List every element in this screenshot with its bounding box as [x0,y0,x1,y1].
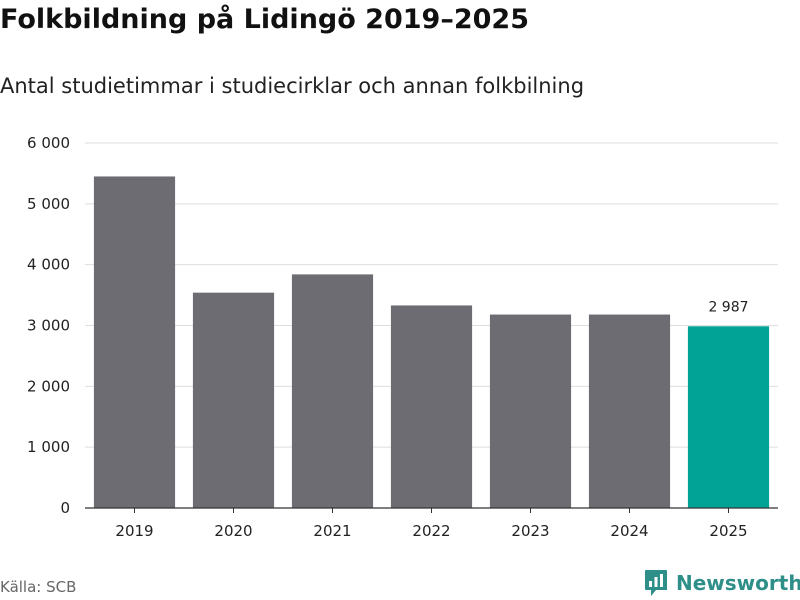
x-tick-label: 2023 [511,522,549,540]
newsworthy-logo-icon [645,570,667,596]
chart-subtitle: Antal studietimmar i studiecirklar och a… [0,74,585,98]
source-note: Källa: SCB [0,578,77,596]
brand-logo: Newsworthy [644,568,800,598]
x-tick-label: 2020 [214,522,252,540]
y-tick-label: 0 [60,499,70,517]
y-tick-label: 6 000 [27,134,70,152]
x-tick-label: 2025 [709,522,747,540]
x-tick-label: 2021 [313,522,351,540]
bar-chart: 0 1 000 2 000 3 000 4 000 5 000 6 000 2019 2020 2… [27,134,778,540]
y-tick-label: 4 000 [27,256,70,274]
data-label: 2 987 [708,299,748,315]
bar-2023 [489,314,572,508]
x-tick-label: 2024 [610,522,648,540]
bar-2024 [588,314,671,508]
bar-2022 [390,305,473,508]
brand-name: Newsworthy [676,571,800,595]
bar-2020 [192,292,275,508]
y-tick-label: 2 000 [27,377,70,395]
x-tick-label: 2019 [115,522,153,540]
bar-2019 [93,176,176,509]
bar-2021 [291,274,374,508]
chart-title: Folkbildning på Lidingö 2019–2025 [0,4,529,35]
y-tick-label: 5 000 [27,195,70,213]
bar-2025 [687,326,770,508]
y-tick-label: 1 000 [27,438,70,456]
x-tick-label: 2022 [412,522,450,540]
y-tick-label: 3 000 [27,317,70,335]
